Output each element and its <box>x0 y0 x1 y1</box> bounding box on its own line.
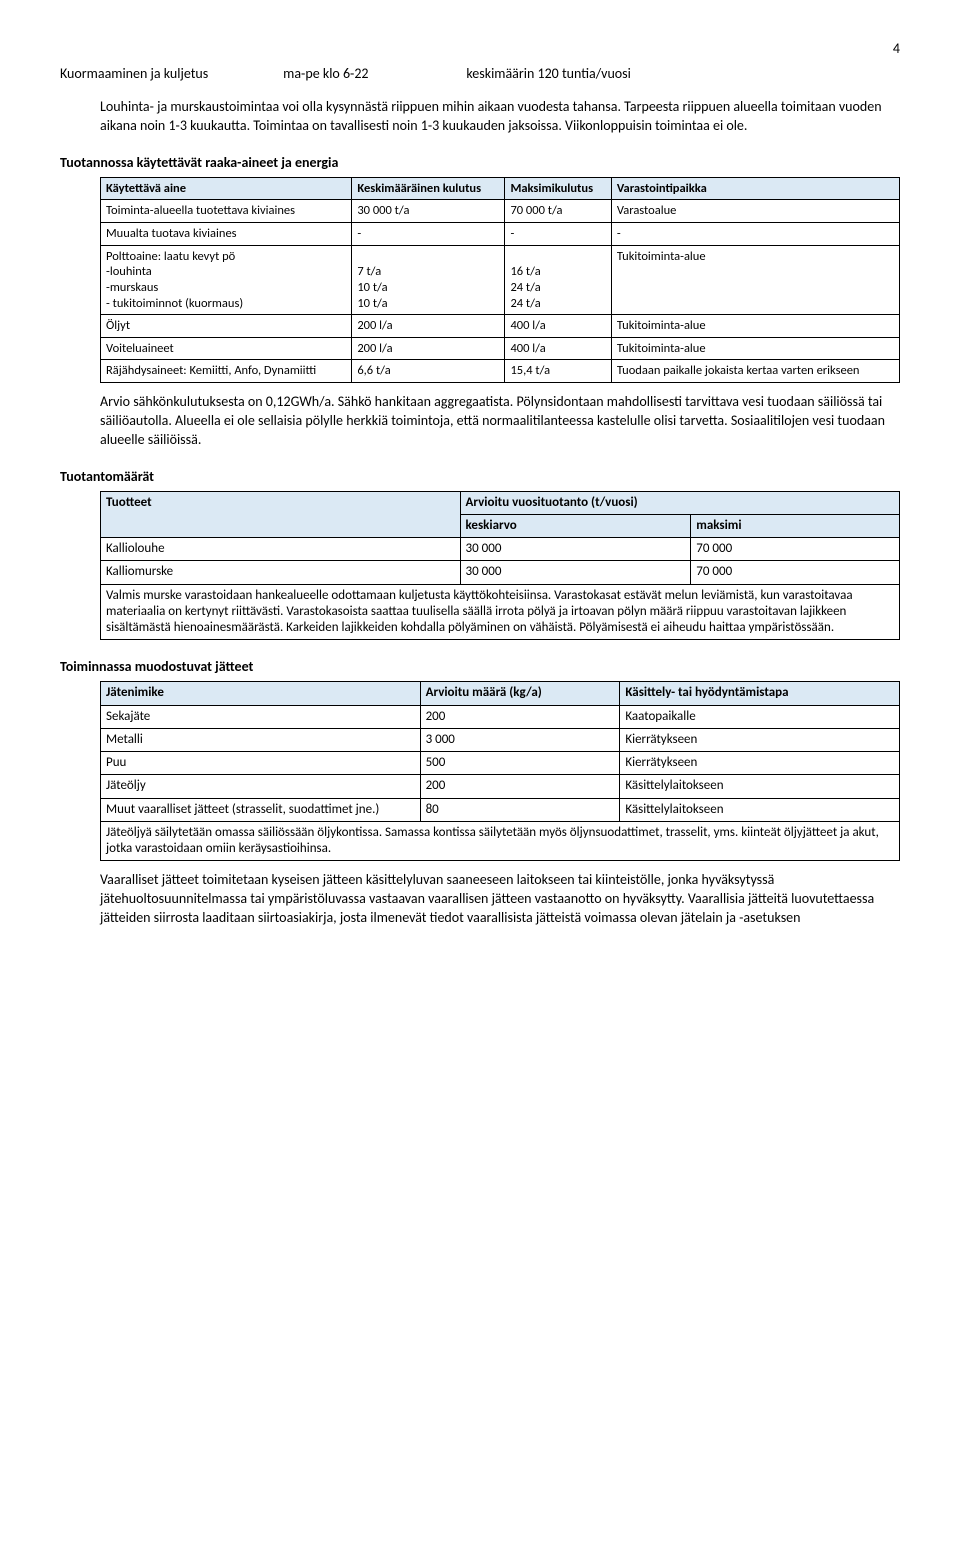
cell: Öljyt <box>101 315 352 338</box>
section1-title: Tuotannossa käytettävät raaka-aineet ja … <box>60 154 900 171</box>
section2-after: Valmis murske varastoidaan hankealueelle… <box>101 584 900 640</box>
cell: Kierrätykseen <box>620 752 900 775</box>
table-row: Metalli 3 000 Kierrätykseen <box>101 728 900 751</box>
cell: Käsittelylaitokseen <box>620 798 900 821</box>
th: Arvioitu määrä (kg/a) <box>420 682 620 705</box>
cell: 200 l/a <box>352 315 505 338</box>
section3-after2: Vaaralliset jätteet toimitetaan kyseisen… <box>100 871 900 928</box>
intro-paragraph: Louhinta- ja murskaustoimintaa voi olla … <box>100 98 900 136</box>
table-row: Jäteöljy 200 Käsittelylaitokseen <box>101 775 900 798</box>
cell: 3 000 <box>420 728 620 751</box>
table-row: Öljyt 200 l/a 400 l/a Tukitoiminta-alue <box>101 315 900 338</box>
cell: 200 l/a <box>352 337 505 360</box>
table-waste: Jätenimike Arvioitu määrä (kg/a) Käsitte… <box>100 681 900 861</box>
table-row: Sekajäte 200 Kaatopaikalle <box>101 705 900 728</box>
cell: 200 <box>420 705 620 728</box>
section1-after: Arvio sähkönkulutuksesta on 0,12GWh/a. S… <box>100 393 900 450</box>
table-raw-materials: Käytettävä aine Keskimääräinen kulutus M… <box>100 177 900 383</box>
cell: Varastoalue <box>611 200 899 223</box>
cell: 80 <box>420 798 620 821</box>
cell: Metalli <box>101 728 421 751</box>
table-row: Toiminta-alueella tuotettava kiviaines 3… <box>101 200 900 223</box>
th-sub: keskiarvo <box>460 514 691 537</box>
cell: 70 000 t/a <box>505 200 611 223</box>
cell: Kalliolouhe <box>101 538 461 561</box>
cell: 500 <box>420 752 620 775</box>
cell: 200 <box>420 775 620 798</box>
cell: Puu <box>101 752 421 775</box>
th: Tuotteet <box>101 491 461 538</box>
cell: Tukitoiminta-alue <box>611 315 899 338</box>
topline-col3: keskimäärin 120 tuntia/vuosi <box>466 65 631 82</box>
cell: 30 000 <box>460 561 691 584</box>
cell: 7 t/a 10 t/a 10 t/a <box>352 245 505 315</box>
cell: - <box>352 223 505 246</box>
cell: Muualta tuotava kiviaines <box>101 223 352 246</box>
top-line: Kuormaaminen ja kuljetus ma-pe klo 6-22 … <box>60 65 900 82</box>
cell: - <box>505 223 611 246</box>
table-row: Räjähdysaineet: Kemiitti, Anfo, Dynamiit… <box>101 360 900 383</box>
table-row: Kalliomurske 30 000 70 000 <box>101 561 900 584</box>
table-row: Kalliolouhe 30 000 70 000 <box>101 538 900 561</box>
cell: Tukitoiminta-alue <box>611 337 899 360</box>
cell: Kaatopaikalle <box>620 705 900 728</box>
section3-title: Toiminnassa muodostuvat jätteet <box>60 658 900 675</box>
th: Käsittely- tai hyödyntämistapa <box>620 682 900 705</box>
cell: - <box>611 223 899 246</box>
cell: Voiteluaineet <box>101 337 352 360</box>
th: Käytettävä aine <box>101 177 352 200</box>
cell: 15,4 t/a <box>505 360 611 383</box>
table-row: Jäteöljyä säilytetään omassa säiliössään… <box>101 821 900 861</box>
table-row: Voiteluaineet 200 l/a 400 l/a Tukitoimin… <box>101 337 900 360</box>
table-row: Muut vaaralliset jätteet (strasselit, su… <box>101 798 900 821</box>
table-row: Polttoaine: laatu kevyt pö -louhinta -mu… <box>101 245 900 315</box>
th: Keskimääräinen kulutus <box>352 177 505 200</box>
cell: 16 t/a 24 t/a 24 t/a <box>505 245 611 315</box>
cell: Tuodaan paikalle jokaista kertaa varten … <box>611 360 899 383</box>
th-sub: maksimi <box>691 514 900 537</box>
table-row: Puu 500 Kierrätykseen <box>101 752 900 775</box>
cell: 70 000 <box>691 561 900 584</box>
topline-col2: ma-pe klo 6-22 <box>283 65 463 82</box>
cell: Toiminta-alueella tuotettava kiviaines <box>101 200 352 223</box>
section2-title: Tuotantomäärät <box>60 468 900 485</box>
cell: 400 l/a <box>505 337 611 360</box>
topline-col1: Kuormaaminen ja kuljetus <box>60 65 280 82</box>
th: Jätenimike <box>101 682 421 705</box>
table-row: Valmis murske varastoidaan hankealueelle… <box>101 584 900 640</box>
cell: Tukitoiminta-alue <box>611 245 899 315</box>
cell: Muut vaaralliset jätteet (strasselit, su… <box>101 798 421 821</box>
cell: Käsittelylaitokseen <box>620 775 900 798</box>
cell: Räjähdysaineet: Kemiitti, Anfo, Dynamiit… <box>101 360 352 383</box>
cell: 6,6 t/a <box>352 360 505 383</box>
page-number: 4 <box>60 40 900 57</box>
section3-after1: Jäteöljyä säilytetään omassa säiliössään… <box>101 821 900 861</box>
table-row: Muualta tuotava kiviaines - - - <box>101 223 900 246</box>
cell: Polttoaine: laatu kevyt pö -louhinta -mu… <box>101 245 352 315</box>
cell: Kierrätykseen <box>620 728 900 751</box>
cell: 70 000 <box>691 538 900 561</box>
cell: Kalliomurske <box>101 561 461 584</box>
table-production: Tuotteet Arvioitu vuosituotanto (t/vuosi… <box>100 491 900 641</box>
cell: 400 l/a <box>505 315 611 338</box>
th: Varastointipaikka <box>611 177 899 200</box>
cell: 30 000 t/a <box>352 200 505 223</box>
th: Maksimikulutus <box>505 177 611 200</box>
cell: 30 000 <box>460 538 691 561</box>
th: Arvioitu vuosituotanto (t/vuosi) <box>460 491 899 514</box>
cell: Jäteöljy <box>101 775 421 798</box>
cell: Sekajäte <box>101 705 421 728</box>
